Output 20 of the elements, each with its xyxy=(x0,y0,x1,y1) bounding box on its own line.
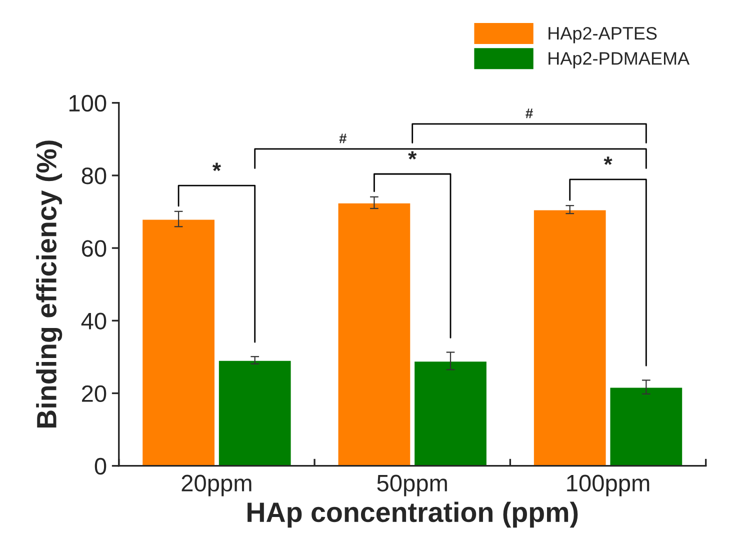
annotation: * xyxy=(408,151,417,160)
y-axis-title: Binding efficiency (%) xyxy=(36,140,62,428)
bar xyxy=(608,386,684,466)
y-tick-label: 20 xyxy=(82,385,106,402)
y-tick-label: 0 xyxy=(94,458,106,475)
legend-label: HAp2-PDMAEMA xyxy=(548,52,690,68)
annotation: # xyxy=(339,134,347,144)
y-tick-label: 80 xyxy=(82,168,106,184)
annotation: # xyxy=(526,108,533,118)
y-tick-label: 60 xyxy=(82,240,106,257)
x-tick-label: 20ppm xyxy=(182,474,252,496)
bar xyxy=(532,208,608,466)
annotation: * xyxy=(212,162,222,172)
y-tick-label: 100 xyxy=(69,94,106,112)
x-axis-title: HAp concentration (ppm) xyxy=(248,502,578,528)
x-tick-label: 100ppm xyxy=(567,474,650,496)
x-tick-label: 50ppm xyxy=(377,474,447,496)
annotation: * xyxy=(604,156,612,165)
legend-label: HAp2-APTES xyxy=(548,26,657,44)
y-tick-label: 40 xyxy=(81,312,106,330)
